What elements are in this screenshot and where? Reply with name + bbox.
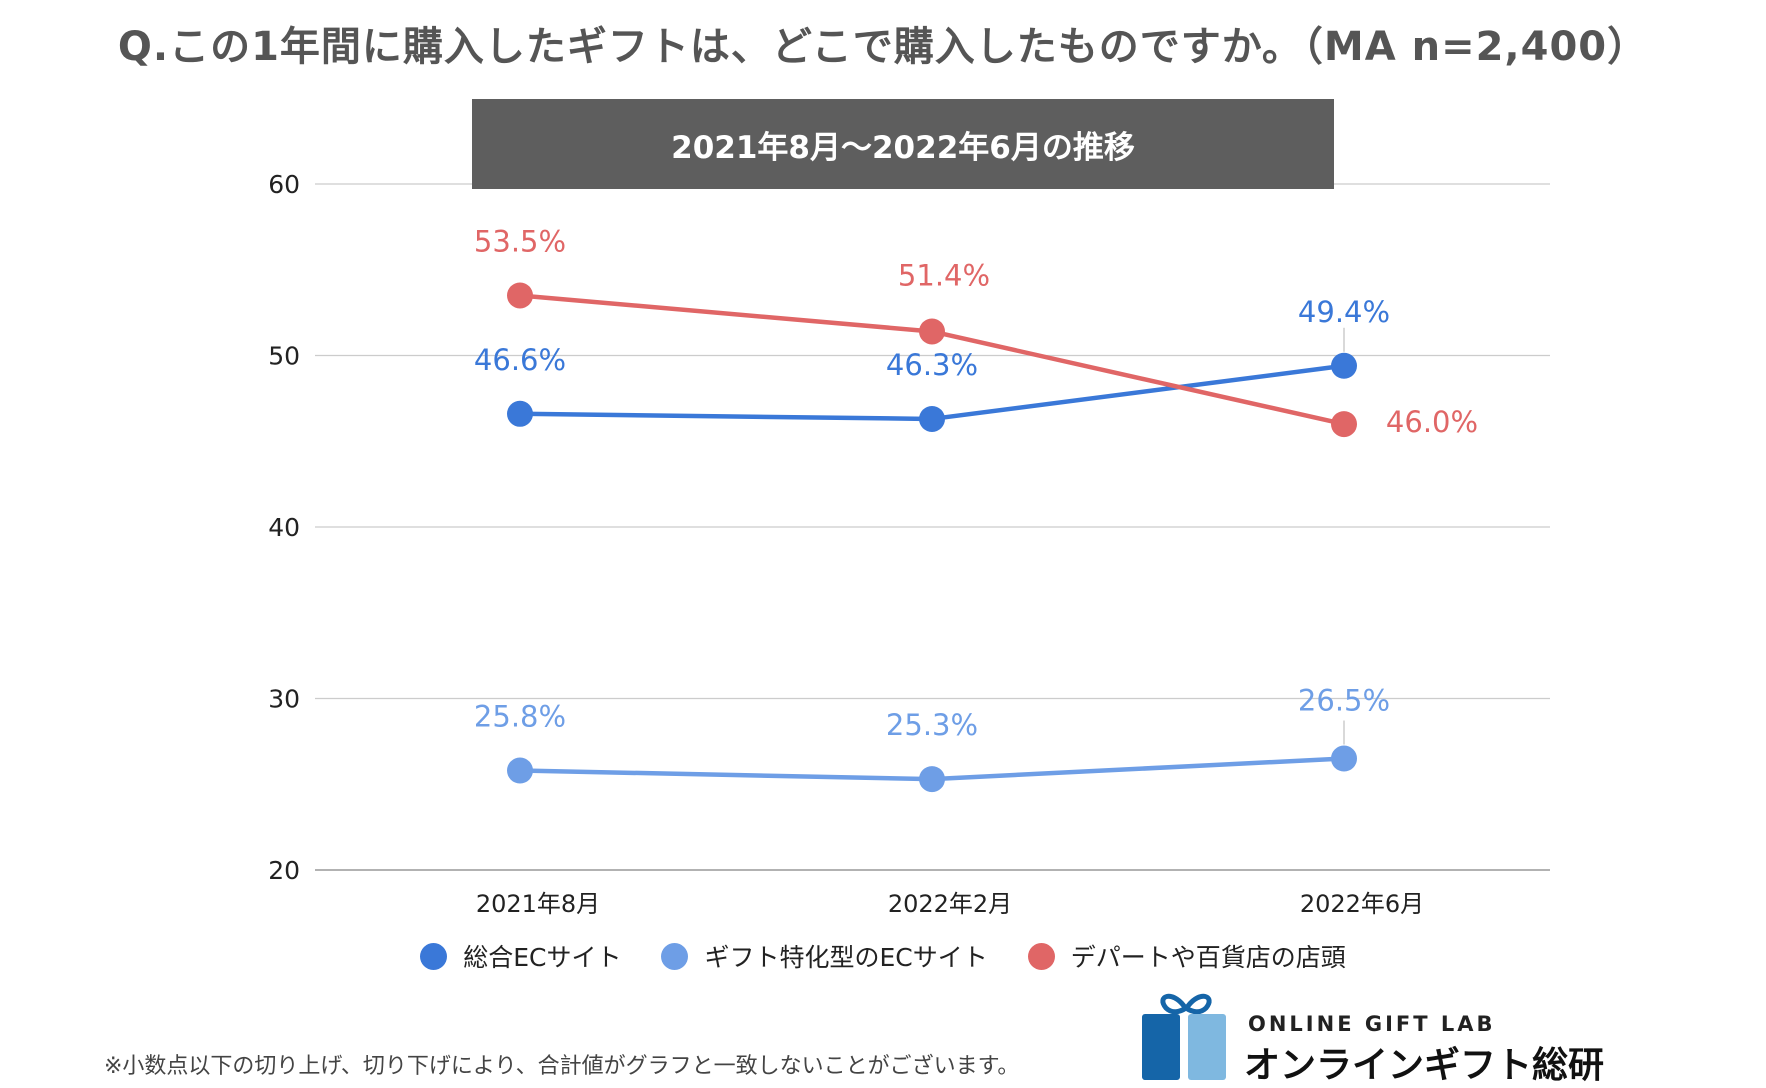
legend-label-general-ec: 総合ECサイト [463, 943, 622, 972]
x-tick-label-1: 2022年2月 [888, 890, 1012, 918]
data-point-2-0 [507, 282, 533, 309]
y-tick-label-60: 60 [268, 170, 300, 199]
legend: 総合ECサイト ギフト特化型のECサイト デパートや百貨店の店頭 [0, 938, 1766, 974]
data-label-2-1: 51.4% [898, 258, 990, 292]
data-label-1-2: 26.5% [1298, 684, 1390, 718]
brand-name-en: ONLINE GIFT LAB [1248, 1012, 1496, 1036]
label-layer: 46.6% 46.3% 49.4% 25.8% 25.3% 26.5% 53.5% 51.4%… [474, 224, 1478, 745]
legend-item-general-ec[interactable]: 総合ECサイト [420, 938, 621, 974]
grid-layer [315, 183, 1550, 871]
data-label-1-0: 25.8% [474, 700, 566, 734]
data-label-2-0: 53.5% [474, 224, 566, 258]
data-point-0-2 [1331, 352, 1357, 379]
legend-label-gift-ec: ギフト特化型のECサイト [704, 943, 988, 972]
data-point-0-0 [507, 400, 533, 427]
chart-title: Q.この1年間に購入したギフトは、どこで購入したものですか。（MA n=2,40… [117, 24, 1649, 70]
legend-dot-general-ec [420, 942, 448, 970]
data-label-0-1: 46.3% [886, 348, 978, 382]
legend-item-department-store[interactable]: デパートや百貨店の店頭 [1027, 938, 1346, 974]
data-point-0-1 [919, 405, 945, 432]
data-point-2-2 [1331, 411, 1357, 438]
legend-item-gift-ec[interactable]: ギフト特化型のECサイト [661, 938, 988, 974]
data-point-1-2 [1331, 745, 1357, 772]
x-tick-label-0: 2021年8月 [476, 890, 600, 918]
subtitle-banner: 2021年8月〜2022年6月の推移 [472, 99, 1334, 189]
tick-layer: 20 30 40 50 60 2021年8月 2022年2月 2022年6月 [268, 170, 1424, 918]
series-layer [507, 282, 1357, 793]
gift-box-icon [1142, 993, 1226, 1080]
data-point-2-1 [919, 318, 945, 345]
data-label-1-1: 25.3% [886, 708, 978, 742]
brand-name-jp: オンラインギフト総研 [1244, 1045, 1605, 1086]
data-label-2-2: 46.0% [1386, 405, 1478, 439]
legend-dot-gift-ec [661, 942, 689, 970]
data-point-1-0 [507, 757, 533, 784]
legend-label-department-store: デパートや百貨店の店頭 [1070, 943, 1346, 972]
x-tick-label-2: 2022年6月 [1300, 890, 1424, 918]
y-tick-label-50: 50 [268, 342, 300, 371]
y-tick-label-20: 20 [268, 856, 300, 885]
data-label-0-0: 46.6% [474, 343, 566, 377]
legend-dot-department-store [1027, 942, 1055, 970]
footnote: ※小数点以下の切り上げ、切り下げにより、合計値がグラフと一致しないことがございま… [104, 1054, 1020, 1079]
data-label-0-2: 49.4% [1298, 295, 1390, 329]
data-point-1-1 [919, 766, 945, 793]
y-tick-label-40: 40 [268, 513, 300, 542]
y-tick-label-30: 30 [268, 685, 300, 714]
